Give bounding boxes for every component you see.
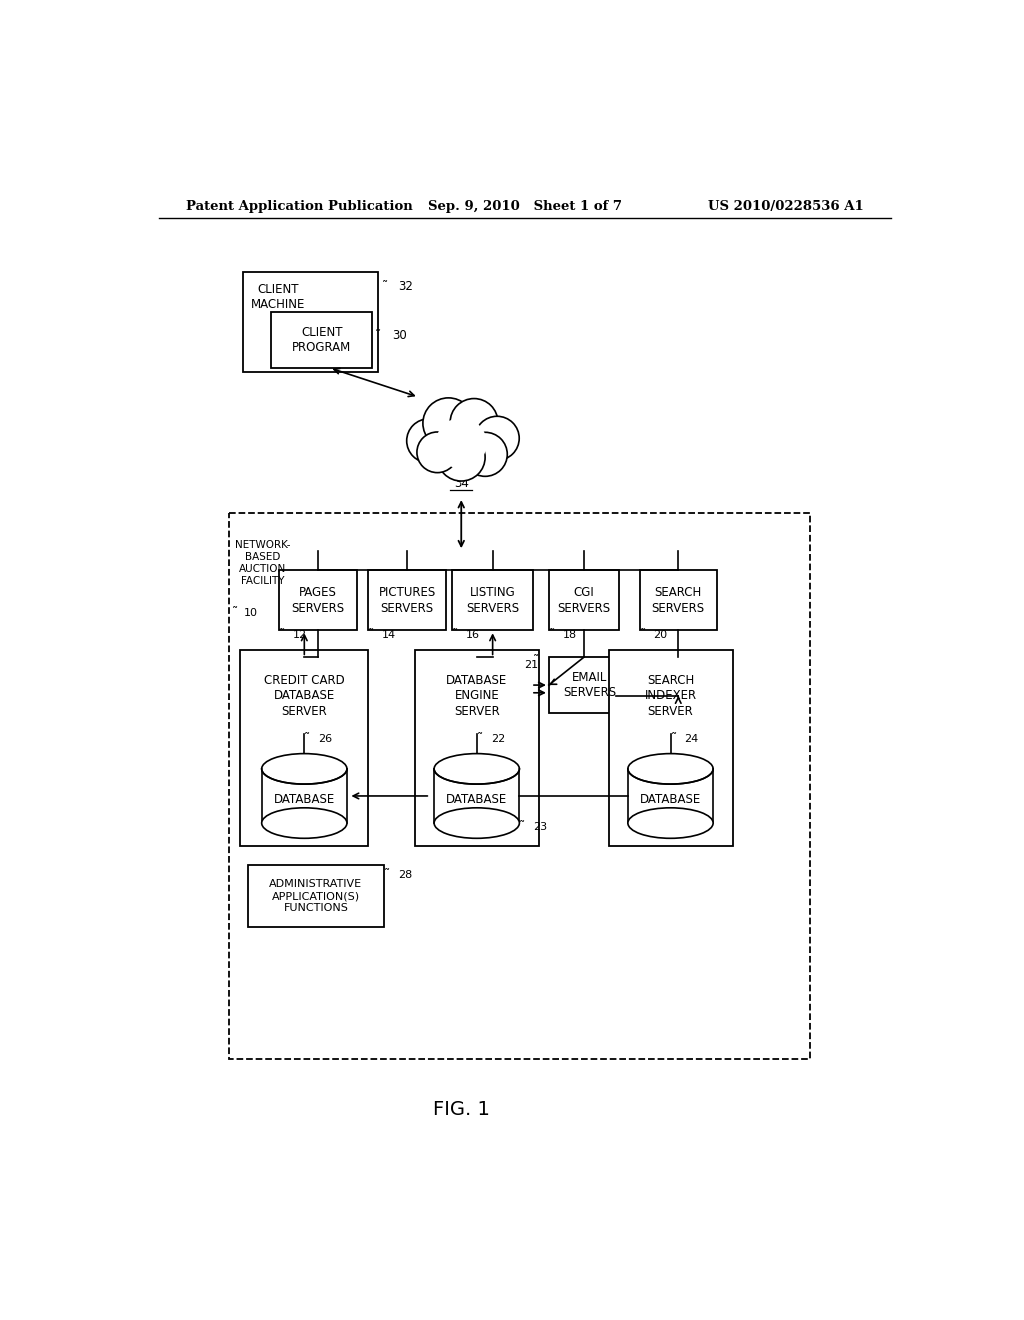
Text: Sep. 9, 2010   Sheet 1 of 7: Sep. 9, 2010 Sheet 1 of 7 xyxy=(428,199,622,213)
Text: ADMINISTRATIVE
APPLICATION(S)
FUNCTIONS: ADMINISTRATIVE APPLICATION(S) FUNCTIONS xyxy=(269,879,362,913)
Bar xyxy=(616,657,725,734)
Text: DATABASE: DATABASE xyxy=(640,792,701,805)
Text: 16: 16 xyxy=(466,630,480,640)
Bar xyxy=(228,512,810,1059)
Text: US 2010/0228536 A1: US 2010/0228536 A1 xyxy=(709,199,864,213)
Text: 26: 26 xyxy=(318,734,333,744)
Text: 23: 23 xyxy=(534,822,548,832)
Text: ˜: ˜ xyxy=(304,733,310,746)
Bar xyxy=(280,570,356,631)
Bar xyxy=(243,272,378,372)
Text: DATABASE
ENGINE
SERVER: DATABASE ENGINE SERVER xyxy=(446,673,507,718)
Text: ˜: ˜ xyxy=(375,329,382,342)
Bar xyxy=(248,657,360,734)
Text: ˜: ˜ xyxy=(452,628,458,642)
Circle shape xyxy=(435,418,486,469)
Text: CREDIT CARD
DATABASE
SERVER: CREDIT CARD DATABASE SERVER xyxy=(264,673,345,718)
Text: 32: 32 xyxy=(398,280,414,293)
Ellipse shape xyxy=(434,754,519,784)
Text: 12: 12 xyxy=(293,630,307,640)
Circle shape xyxy=(475,416,519,461)
Bar xyxy=(434,768,519,824)
Circle shape xyxy=(463,432,507,477)
Text: ˜: ˜ xyxy=(671,733,677,746)
Ellipse shape xyxy=(628,754,713,784)
Text: DATABASE: DATABASE xyxy=(273,792,335,805)
Text: 24: 24 xyxy=(684,734,698,744)
Bar xyxy=(452,570,534,631)
Bar xyxy=(423,657,531,734)
Text: ˜: ˜ xyxy=(369,628,375,642)
Text: DATABASE: DATABASE xyxy=(446,792,507,805)
Bar xyxy=(608,649,732,846)
Ellipse shape xyxy=(628,808,713,838)
Text: 14: 14 xyxy=(382,630,396,640)
Text: 20: 20 xyxy=(653,630,668,640)
Text: CLIENT
PROGRAM: CLIENT PROGRAM xyxy=(292,326,351,354)
Text: CGI
SERVERS: CGI SERVERS xyxy=(557,586,610,615)
Text: ˜: ˜ xyxy=(384,869,390,880)
Bar xyxy=(549,657,630,713)
Text: NETWORK-
BASED
AUCTION
FACILITY: NETWORK- BASED AUCTION FACILITY xyxy=(234,540,291,586)
Text: 22: 22 xyxy=(490,734,505,744)
Text: ˜: ˜ xyxy=(477,733,483,746)
Bar xyxy=(248,866,384,927)
Text: FIG. 1: FIG. 1 xyxy=(433,1100,489,1119)
Bar xyxy=(271,313,372,368)
Text: LISTING
SERVERS: LISTING SERVERS xyxy=(466,586,519,615)
Text: ˜: ˜ xyxy=(534,653,540,667)
Text: PICTURES
SERVERS: PICTURES SERVERS xyxy=(379,586,435,615)
Bar xyxy=(415,649,539,846)
Text: 34: 34 xyxy=(454,477,469,490)
Text: ˜: ˜ xyxy=(519,820,525,833)
Circle shape xyxy=(437,433,485,480)
Circle shape xyxy=(423,397,474,449)
Circle shape xyxy=(407,418,451,463)
Text: ˜: ˜ xyxy=(549,628,555,642)
Text: Patent Application Publication: Patent Application Publication xyxy=(186,199,413,213)
Text: 10: 10 xyxy=(245,607,258,618)
Text: ˜: ˜ xyxy=(280,628,286,642)
Circle shape xyxy=(417,432,458,473)
Text: NETWORK: NETWORK xyxy=(426,440,497,454)
Text: SEARCH
SERVERS: SEARCH SERVERS xyxy=(651,586,705,615)
Text: CLIENT
MACHINE: CLIENT MACHINE xyxy=(251,282,305,312)
Text: ˜: ˜ xyxy=(231,606,239,619)
Text: 18: 18 xyxy=(563,630,577,640)
Text: 30: 30 xyxy=(392,329,407,342)
Text: 21: 21 xyxy=(524,660,538,671)
Bar xyxy=(241,649,369,846)
Text: ˜: ˜ xyxy=(381,280,388,293)
Ellipse shape xyxy=(262,808,347,838)
Bar xyxy=(549,570,618,631)
Ellipse shape xyxy=(262,754,347,784)
Bar xyxy=(262,768,347,824)
Ellipse shape xyxy=(434,808,519,838)
Text: EMAIL
SERVERS: EMAIL SERVERS xyxy=(563,671,616,700)
Text: ˜: ˜ xyxy=(640,628,646,642)
Bar xyxy=(640,570,717,631)
Text: PAGES
SERVERS: PAGES SERVERS xyxy=(291,586,344,615)
Bar xyxy=(628,768,713,824)
Text: SEARCH
INDEXER
SERVER: SEARCH INDEXER SERVER xyxy=(644,673,696,718)
Bar xyxy=(369,570,445,631)
Circle shape xyxy=(451,399,498,446)
Text: 28: 28 xyxy=(397,870,412,879)
